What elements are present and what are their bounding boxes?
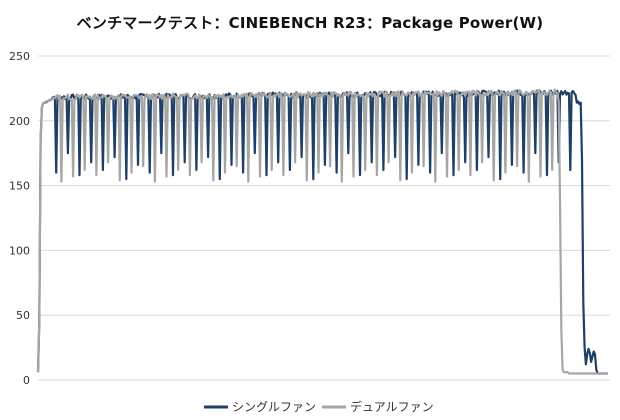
legend-label: デュアルファン [350,399,434,414]
chart-title: ベンチマークテスト：CINEBENCH R23：Package Power(W) [76,14,544,32]
y-tick-label: 0 [23,374,30,387]
y-tick-label: 50 [16,309,30,322]
y-tick-label: 250 [9,50,30,63]
series-lines [36,88,608,375]
series-line-dual-fan [36,88,608,375]
y-tick-label: 200 [9,115,30,128]
legend: シングルファン デュアルファン [204,399,434,414]
y-tick-label: 150 [9,180,30,193]
y-tick-label: 100 [9,244,30,257]
legend-label: シングルファン [232,400,316,414]
y-axis-ticks: 0 50 100 150 200 250 [9,50,30,387]
series-line-single-fan [36,89,608,375]
